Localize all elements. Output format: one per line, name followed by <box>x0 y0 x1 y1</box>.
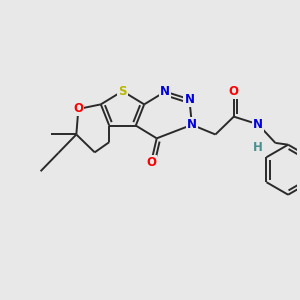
Text: O: O <box>146 156 156 169</box>
Text: H: H <box>253 141 263 154</box>
Text: O: O <box>74 103 83 116</box>
Text: N: N <box>253 118 263 131</box>
Text: N: N <box>187 118 197 131</box>
Text: O: O <box>229 85 239 98</box>
Text: S: S <box>118 85 127 98</box>
Text: N: N <box>160 85 170 98</box>
Text: N: N <box>184 93 194 106</box>
